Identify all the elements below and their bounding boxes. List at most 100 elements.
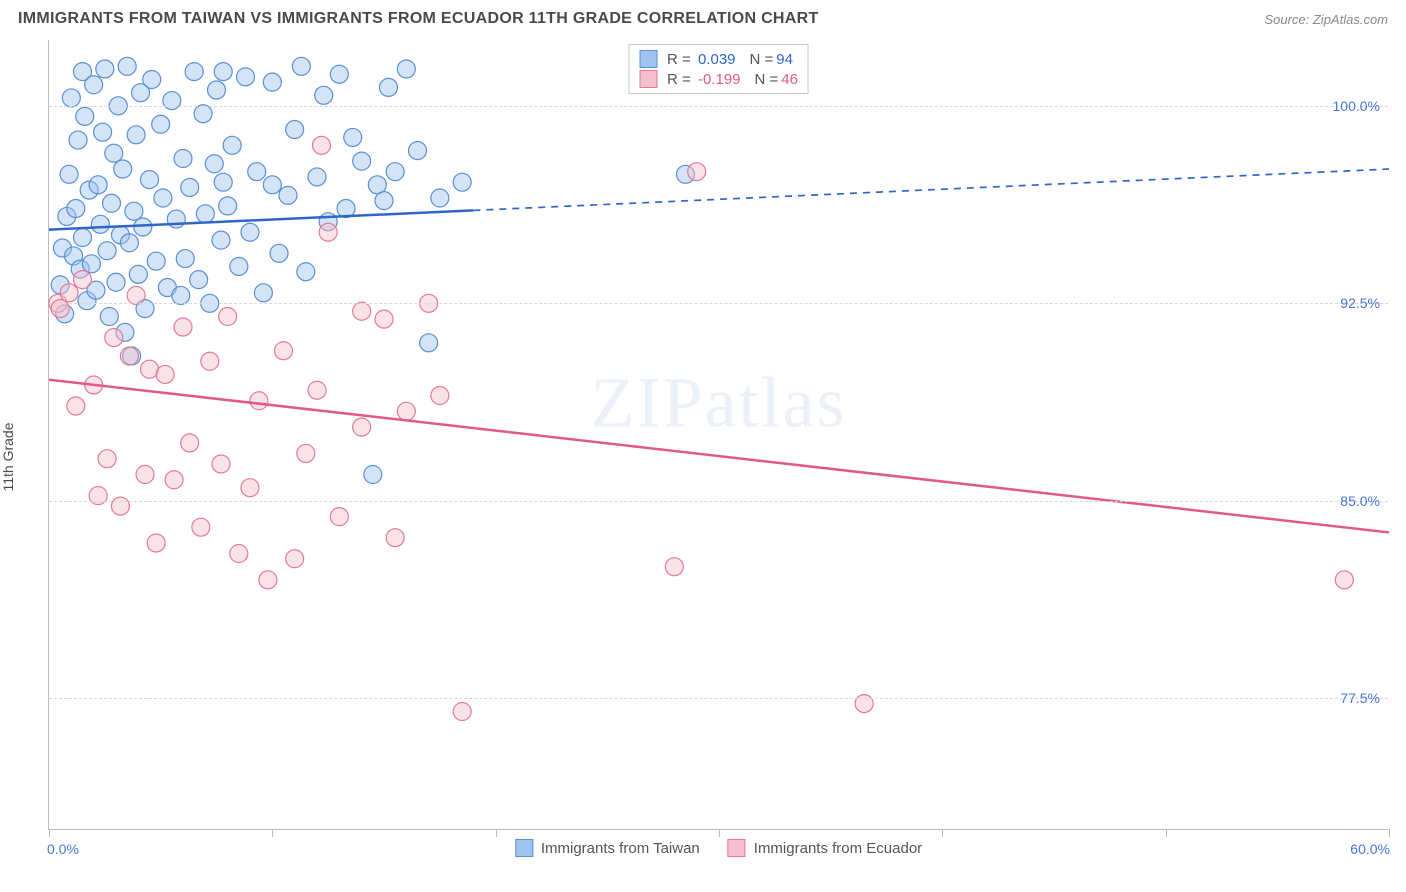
data-point-taiwan <box>205 155 223 173</box>
data-point-ecuador <box>136 466 154 484</box>
chart-container: 11th Grade ZIPatlas R = 0.039N =94 R = -… <box>0 34 1406 864</box>
data-point-taiwan <box>152 115 170 133</box>
data-point-ecuador <box>397 402 415 420</box>
legend-label-ecuador: Immigrants from Ecuador <box>754 840 922 857</box>
data-point-taiwan <box>154 189 172 207</box>
data-point-taiwan <box>279 186 297 204</box>
data-point-ecuador <box>375 310 393 328</box>
y-axis-label: 11th Grade <box>0 422 16 491</box>
data-point-taiwan <box>397 60 415 78</box>
data-point-ecuador <box>386 529 404 547</box>
plot-area: ZIPatlas R = 0.039N =94 R = -0.199N =46 … <box>48 40 1388 830</box>
data-point-taiwan <box>127 126 145 144</box>
data-point-ecuador <box>105 329 123 347</box>
data-point-taiwan <box>185 63 203 81</box>
data-point-ecuador <box>275 342 293 360</box>
data-point-ecuador <box>120 347 138 365</box>
data-point-taiwan <box>386 163 404 181</box>
data-point-ecuador <box>181 434 199 452</box>
data-point-ecuador <box>353 302 371 320</box>
trend-line-dashed-taiwan <box>473 169 1389 210</box>
data-point-taiwan <box>223 136 241 154</box>
data-point-ecuador <box>353 418 371 436</box>
data-point-ecuador <box>230 545 248 563</box>
data-point-ecuador <box>111 497 129 515</box>
data-point-taiwan <box>82 255 100 273</box>
data-point-taiwan <box>94 123 112 141</box>
data-point-taiwan <box>214 173 232 191</box>
data-point-taiwan <box>297 263 315 281</box>
data-point-taiwan <box>270 244 288 262</box>
data-point-taiwan <box>76 107 94 125</box>
data-point-taiwan <box>379 78 397 96</box>
data-point-ecuador <box>308 381 326 399</box>
data-point-taiwan <box>263 73 281 91</box>
data-point-taiwan <box>208 81 226 99</box>
data-point-ecuador <box>127 286 145 304</box>
data-point-taiwan <box>96 60 114 78</box>
data-point-ecuador <box>51 300 69 318</box>
source-attribution: Source: ZipAtlas.com <box>1264 12 1388 27</box>
data-point-ecuador <box>147 534 165 552</box>
data-point-taiwan <box>60 165 78 183</box>
data-point-ecuador <box>174 318 192 336</box>
data-point-taiwan <box>103 194 121 212</box>
data-point-taiwan <box>431 189 449 207</box>
r-value-taiwan: 0.039 <box>698 51 736 68</box>
data-point-ecuador <box>312 136 330 154</box>
data-point-ecuador <box>67 397 85 415</box>
data-point-ecuador <box>192 518 210 536</box>
correlation-legend: R = 0.039N =94 R = -0.199N =46 <box>628 44 809 94</box>
data-point-taiwan <box>292 57 310 75</box>
data-point-taiwan <box>420 334 438 352</box>
data-point-taiwan <box>353 152 371 170</box>
swatch-ecuador <box>639 70 657 88</box>
data-point-taiwan <box>315 86 333 104</box>
data-point-taiwan <box>453 173 471 191</box>
data-point-taiwan <box>91 215 109 233</box>
gridline <box>49 106 1388 107</box>
y-tick-label: 100.0% <box>1333 98 1380 114</box>
data-point-taiwan <box>241 223 259 241</box>
data-point-taiwan <box>143 71 161 89</box>
y-tick-label: 85.0% <box>1340 493 1380 509</box>
data-point-taiwan <box>120 234 138 252</box>
data-point-taiwan <box>190 271 208 289</box>
x-axis-min-label: 0.0% <box>47 841 79 857</box>
data-point-ecuador <box>98 450 116 468</box>
data-point-ecuador <box>665 558 683 576</box>
swatch-taiwan-icon <box>515 839 533 857</box>
data-point-ecuador <box>156 365 174 383</box>
data-point-taiwan <box>141 171 159 189</box>
data-point-taiwan <box>74 229 92 247</box>
data-point-taiwan <box>181 178 199 196</box>
data-point-ecuador <box>1335 571 1353 589</box>
r-value-ecuador: -0.199 <box>698 71 741 88</box>
swatch-ecuador-icon <box>728 839 746 857</box>
data-point-taiwan <box>344 128 362 146</box>
data-point-taiwan <box>176 250 194 268</box>
n-value-ecuador: 46 <box>781 71 798 88</box>
data-point-taiwan <box>69 131 87 149</box>
data-point-taiwan <box>89 176 107 194</box>
legend-row-ecuador: R = -0.199N =46 <box>639 69 798 89</box>
data-point-taiwan <box>196 205 214 223</box>
x-tick <box>49 829 50 837</box>
data-point-taiwan <box>98 242 116 260</box>
data-point-taiwan <box>100 308 118 326</box>
data-point-ecuador <box>74 271 92 289</box>
y-tick-label: 92.5% <box>1340 295 1380 311</box>
data-point-taiwan <box>134 218 152 236</box>
legend-label-taiwan: Immigrants from Taiwan <box>541 840 700 857</box>
data-point-taiwan <box>125 202 143 220</box>
data-point-taiwan <box>237 68 255 86</box>
data-point-taiwan <box>67 200 85 218</box>
data-point-taiwan <box>375 192 393 210</box>
legend-row-taiwan: R = 0.039N =94 <box>639 49 798 69</box>
data-point-ecuador <box>89 487 107 505</box>
data-point-taiwan <box>147 252 165 270</box>
data-point-taiwan <box>172 286 190 304</box>
data-point-taiwan <box>85 76 103 94</box>
trend-line-ecuador <box>49 380 1389 533</box>
n-value-taiwan: 94 <box>776 51 793 68</box>
